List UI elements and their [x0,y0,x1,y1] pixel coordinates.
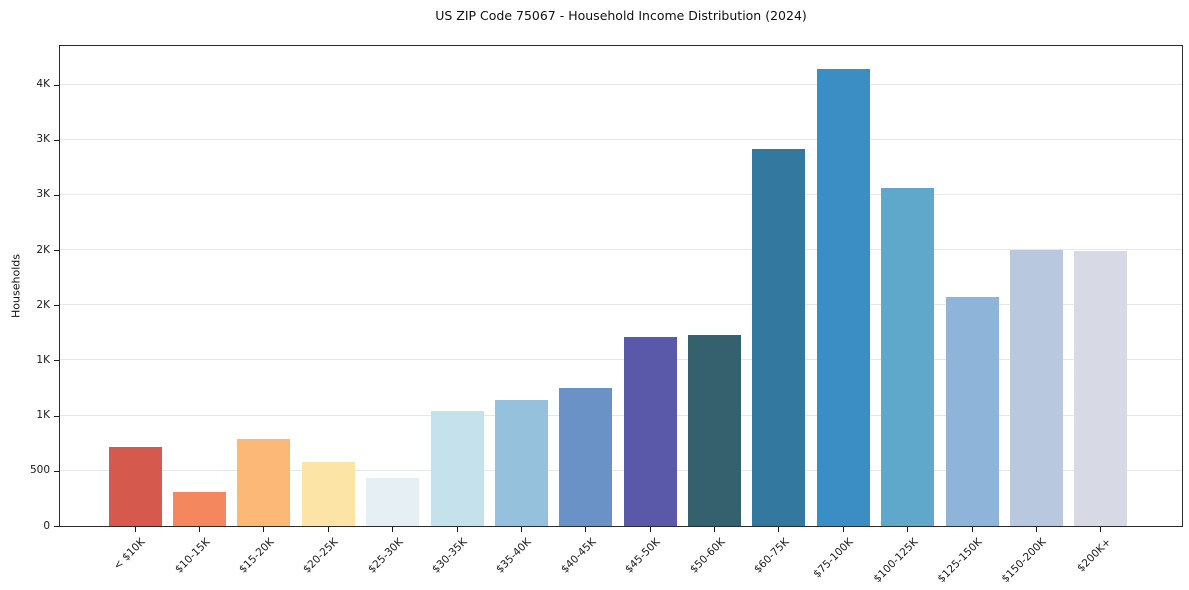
y-tick-mark [54,194,59,196]
bar [301,462,355,526]
x-tick-mark [907,527,909,532]
gridline [60,414,1182,416]
y-tick-mark [54,139,59,141]
x-tick-mark [199,527,201,532]
bar [945,297,999,526]
y-tick-label: 1K [36,409,50,422]
bar [173,492,227,526]
y-tick-mark [54,360,59,362]
x-tick-mark [1035,527,1037,532]
bar [1009,249,1063,526]
bar [559,388,613,526]
gridline [60,249,1182,251]
y-tick-mark [54,84,59,86]
bar [623,337,677,526]
bar [688,334,742,526]
gridline [60,469,1182,471]
chart-title: US ZIP Code 75067 - Household Income Dis… [435,8,807,23]
x-tick-mark [456,527,458,532]
x-tick-mark [520,527,522,532]
x-tick-mark [263,527,265,532]
x-tick-label: < $10K [111,536,148,573]
bar [237,439,291,526]
y-tick-mark [54,526,59,527]
y-tick-label: 2K [36,243,50,256]
bar [430,410,484,526]
y-tick-label: 3K [36,133,50,146]
y-tick-label: 4K [36,78,50,91]
y-tick-label: 0 [43,519,50,532]
y-tick-label: 2K [36,298,50,311]
bar [752,148,806,526]
x-tick-mark [778,527,780,532]
y-tick-label: 3K [36,188,50,201]
gridline [60,193,1182,195]
y-tick-label: 500 [29,464,50,477]
bar [1074,250,1128,526]
gridline [60,304,1182,306]
x-tick-mark [327,527,329,532]
y-tick-mark [54,415,59,417]
x-tick-mark [971,527,973,532]
y-tick-label: 1K [36,353,50,366]
x-tick-mark [649,527,651,532]
x-tick-mark [714,527,716,532]
y-tick-mark [54,305,59,307]
x-tick-mark [134,527,136,532]
plot-area [59,45,1183,527]
bar [494,400,548,526]
y-tick-mark [54,250,59,252]
gridline [60,83,1182,85]
bar [108,446,162,526]
gridline [60,359,1182,361]
bar [366,478,420,526]
y-tick-mark [54,470,59,472]
x-tick-mark [585,527,587,532]
bar [881,188,935,526]
x-tick-mark [1100,527,1102,532]
bar [816,69,870,526]
gridline [60,138,1182,140]
x-tick-mark [842,527,844,532]
x-tick-mark [392,527,394,532]
